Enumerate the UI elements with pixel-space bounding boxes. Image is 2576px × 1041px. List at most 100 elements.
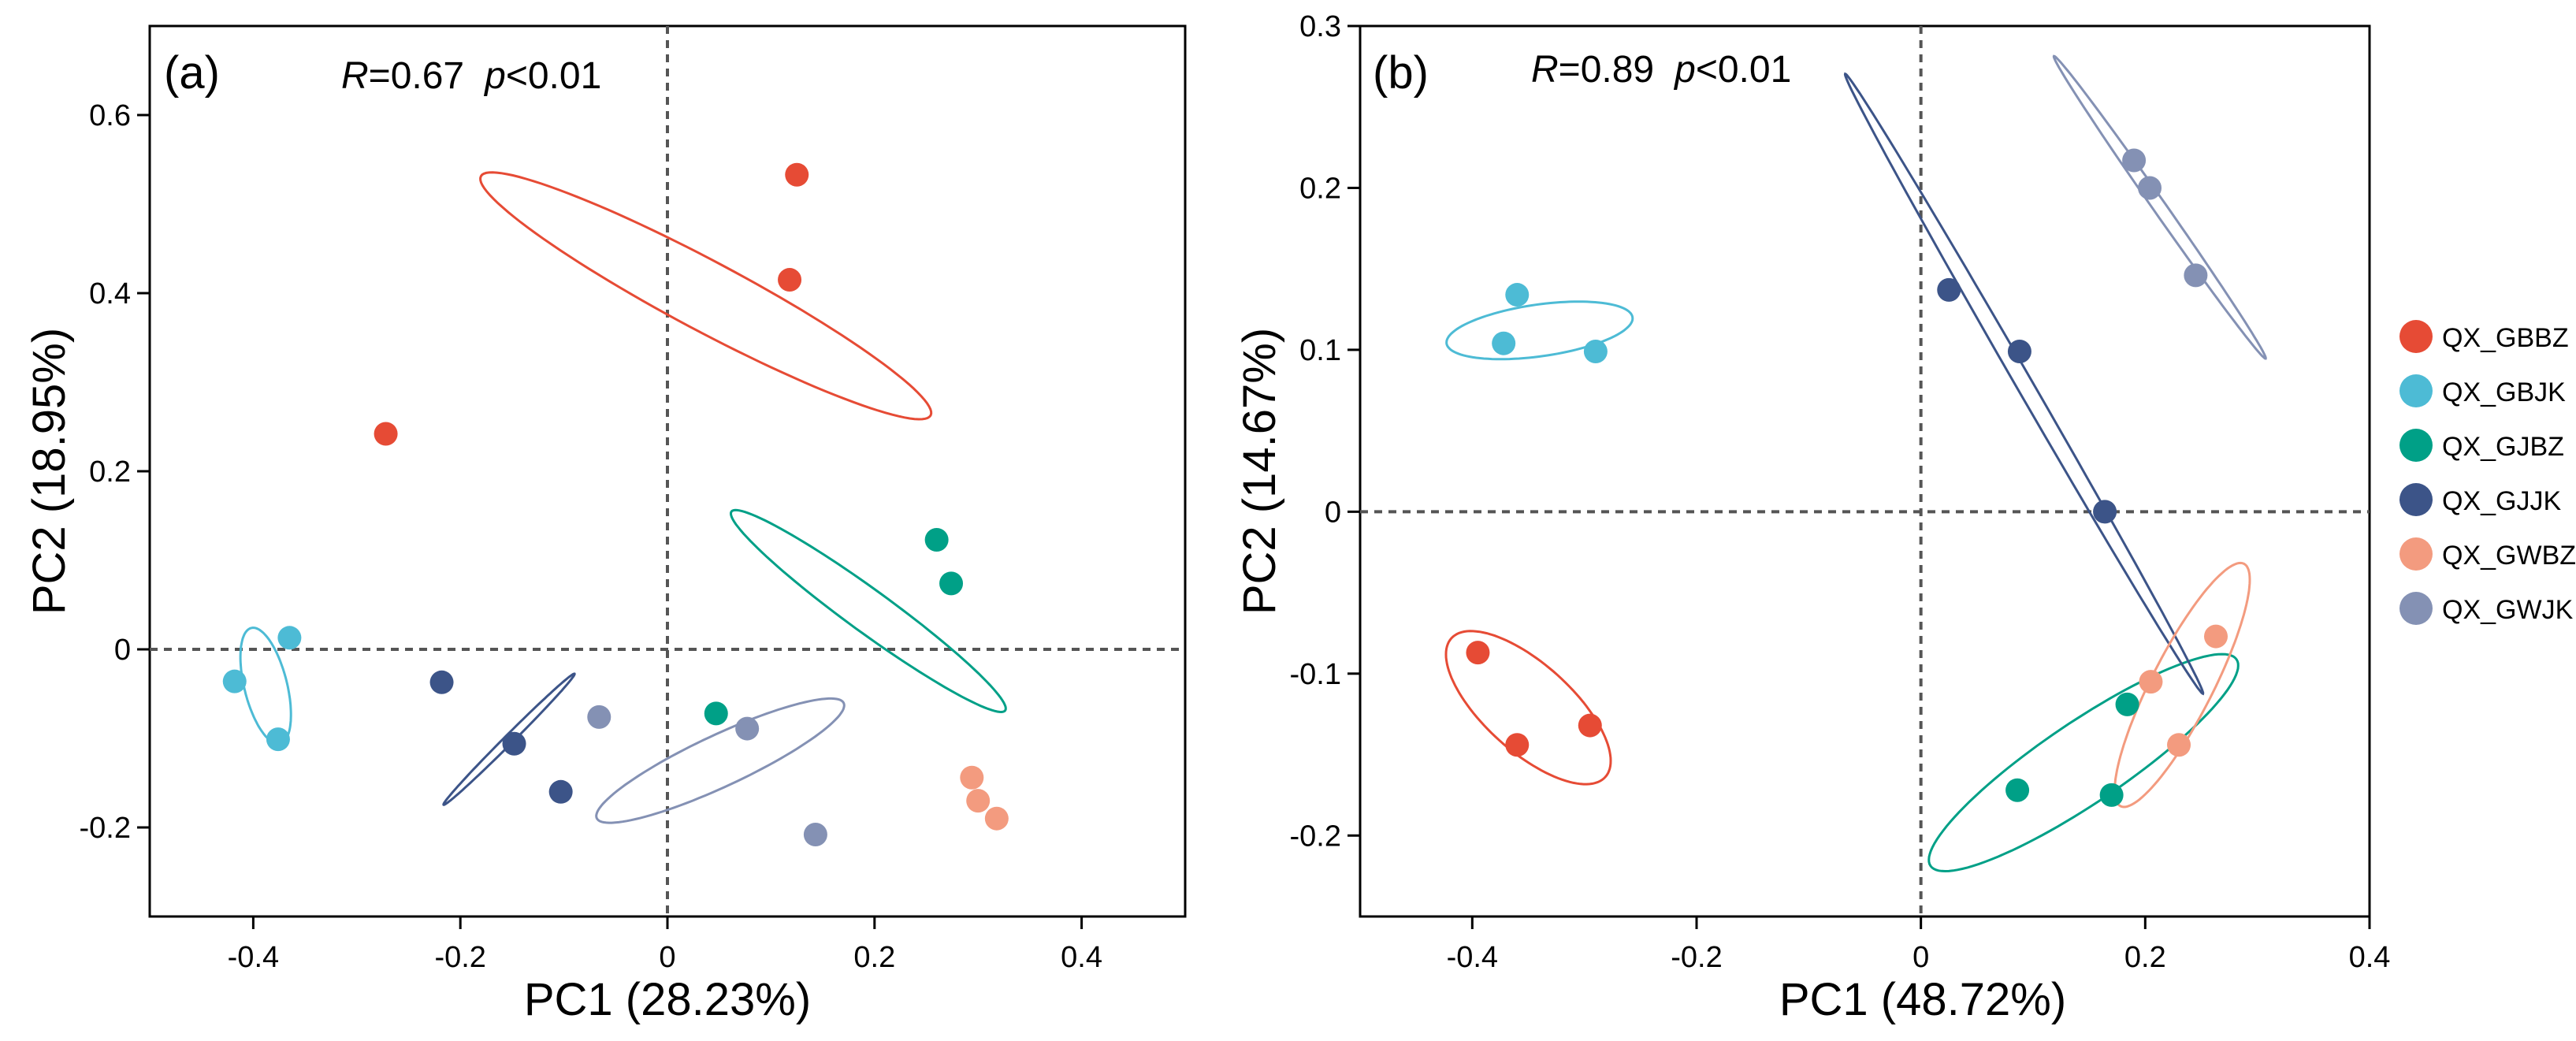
legend-label-QX_GJJK: QX_GJJK — [2442, 486, 2561, 516]
x-tick-label: 0 — [1912, 941, 1929, 974]
panel-b-marks: -0.4 -0.2 0 0.2 0.4 -0.2 -0.1 0 0.1 0.2 0.3 — [1290, 10, 2391, 974]
data-point-QX_GWJK — [587, 705, 611, 729]
data-point-QX_GBBZ — [1466, 641, 1490, 665]
legend-marker-QX_GJJK — [2399, 483, 2433, 516]
panel-b-p-value: <0.01 — [1696, 49, 1791, 91]
data-point-QX_GWJK — [735, 716, 760, 741]
panel-b-plot-frame — [1359, 24, 2371, 918]
confidence-ellipse-QX_GJBZ — [1927, 652, 2240, 873]
x-tick-label: 0 — [659, 941, 675, 974]
data-point-QX_GBJK — [266, 727, 290, 752]
data-point-QX_GWBZ — [2139, 670, 2163, 694]
data-point-QX_GJBZ — [2005, 778, 2030, 802]
panel-b-stats: R=0.89 p<0.01 — [1531, 49, 1791, 91]
data-point-QX_GWJK — [2122, 148, 2147, 173]
data-point-QX_GBJK — [277, 626, 302, 650]
legend-marker-QX_GWJK — [2399, 592, 2433, 625]
panel-a-r-value: =0.67 — [369, 55, 464, 97]
data-point-QX_GBJK — [1505, 283, 1530, 307]
panel-b-label: (b) — [1373, 47, 1429, 99]
panel-b-r-value: =0.89 — [1559, 49, 1654, 91]
panel-b: (b) R=0.89 p<0.01 PC1 (48.72%) PC2 (14.67… — [1234, 10, 2390, 1025]
x-tick-label: 0.2 — [2124, 941, 2166, 974]
data-point-QX_GBBZ — [785, 162, 809, 187]
y-tick-label: -0.2 — [80, 812, 131, 845]
data-point-QX_GJBZ — [2115, 692, 2139, 716]
data-point-QX_GJJK — [2007, 339, 2031, 363]
x-tick-label: -0.4 — [1447, 941, 1498, 974]
y-tick-label: 0.4 — [89, 277, 131, 310]
panel-a-p-label: p — [483, 55, 506, 97]
y-tick-label: 0.1 — [1299, 334, 1341, 367]
y-tick-label: 0.2 — [1299, 172, 1341, 205]
panel-a-label: (a) — [164, 47, 220, 99]
confidence-ellipse-QX_GJJK — [1843, 72, 2205, 696]
panel-a-p-value: <0.01 — [506, 55, 601, 97]
y-tick-label: -0.2 — [1290, 820, 1341, 853]
data-point-QX_GJBZ — [924, 528, 949, 552]
panel-b-r-label: R — [1531, 49, 1559, 91]
panel-a-x-axis-label: PC1 (28.23%) — [524, 974, 811, 1025]
data-point-QX_GJJK — [2093, 500, 2117, 524]
data-point-QX_GJJK — [1937, 277, 1961, 302]
x-tick-label: -0.2 — [434, 941, 485, 974]
data-point-QX_GJJK — [502, 731, 526, 756]
x-tick-label: -0.2 — [1671, 941, 1722, 974]
panel-a: (a) R=0.67 p<0.01 PC1 (28.23%) PC2 (18.95… — [24, 24, 1187, 1025]
legend-label-QX_GWBZ: QX_GWBZ — [2442, 541, 2576, 571]
panel-b-x-axis-label: PC1 (48.72%) — [1779, 974, 2066, 1025]
y-tick-label: -0.1 — [1290, 658, 1341, 691]
confidence-ellipse-QX_GWJK — [2052, 54, 2267, 360]
data-point-QX_GBJK — [222, 669, 247, 693]
x-tick-label: -0.4 — [228, 941, 279, 974]
data-point-QX_GWJK — [2184, 263, 2208, 288]
legend-marker-QX_GJBZ — [2399, 429, 2433, 462]
confidence-ellipse-QX_GJBZ — [729, 508, 1007, 714]
confidence-ellipse-QX_GBJK — [239, 626, 292, 745]
panel-b-p-label: p — [1673, 49, 1696, 91]
data-point-QX_GJBZ — [939, 571, 964, 596]
legend-label-QX_GJBZ: QX_GJBZ — [2442, 432, 2564, 462]
legend-label-QX_GBJK: QX_GBJK — [2442, 377, 2566, 407]
panel-a-r-label: R — [341, 55, 369, 97]
data-point-QX_GWBZ — [984, 806, 1009, 831]
confidence-ellipse-QX_GJJK — [442, 672, 576, 806]
x-tick-label: 0.2 — [853, 941, 895, 974]
legend-label-QX_GBBZ: QX_GBBZ — [2442, 323, 2569, 353]
confidence-ellipse-QX_GWJK — [595, 697, 846, 824]
legend-marker-QX_GBBZ — [2399, 320, 2433, 353]
data-point-QX_GWBZ — [966, 789, 991, 813]
data-point-QX_GWBZ — [2167, 733, 2191, 757]
legend-marker-QX_GWBZ — [2399, 537, 2433, 571]
y-tick-label: 0.3 — [1299, 10, 1341, 43]
data-point-QX_GWJK — [803, 823, 827, 847]
data-point-QX_GJBZ — [704, 701, 728, 726]
y-tick-label: 0.6 — [89, 99, 131, 132]
data-point-QX_GBBZ — [1505, 733, 1530, 757]
data-point-QX_GWBZ — [960, 765, 984, 790]
panel-a-y-axis-label: PC2 (18.95%) — [24, 328, 75, 615]
data-point-QX_GBBZ — [778, 268, 802, 292]
legend-label-QX_GWJK: QX_GWJK — [2442, 595, 2574, 625]
y-tick-label: 0.2 — [89, 455, 131, 489]
confidence-ellipse-QX_GBBZ — [479, 171, 933, 421]
panel-b-y-axis-label: PC2 (14.67%) — [1234, 328, 1285, 615]
x-tick-label: 0.4 — [2349, 941, 2391, 974]
data-point-QX_GJBZ — [2099, 783, 2124, 807]
panel-a-stats: R=0.67 p<0.01 — [341, 55, 601, 97]
panel-a-marks: -0.4 -0.2 0 0.2 0.4 -0.2 0 0.2 0.4 0.6 — [80, 26, 1185, 974]
data-point-QX_GBJK — [1583, 339, 1608, 363]
data-point-QX_GJJK — [548, 779, 573, 804]
confidence-ellipse-QX_GWBZ — [2113, 561, 2251, 809]
x-tick-label: 0.4 — [1061, 941, 1102, 974]
data-point-QX_GBBZ — [374, 422, 398, 446]
data-point-QX_GBBZ — [1578, 713, 1602, 738]
data-point-QX_GJJK — [429, 670, 454, 694]
legend: QX_GBBZ QX_GBJK QX_GJBZ QX_GJJK QX_GWBZ QX_GW… — [2399, 320, 2576, 625]
data-point-QX_GWJK — [2138, 176, 2162, 200]
legend-marker-QX_GBJK — [2399, 374, 2433, 407]
y-tick-label: 0 — [1325, 496, 1341, 529]
y-tick-label: 0 — [114, 634, 131, 667]
data-point-QX_GBJK — [1492, 331, 1516, 355]
